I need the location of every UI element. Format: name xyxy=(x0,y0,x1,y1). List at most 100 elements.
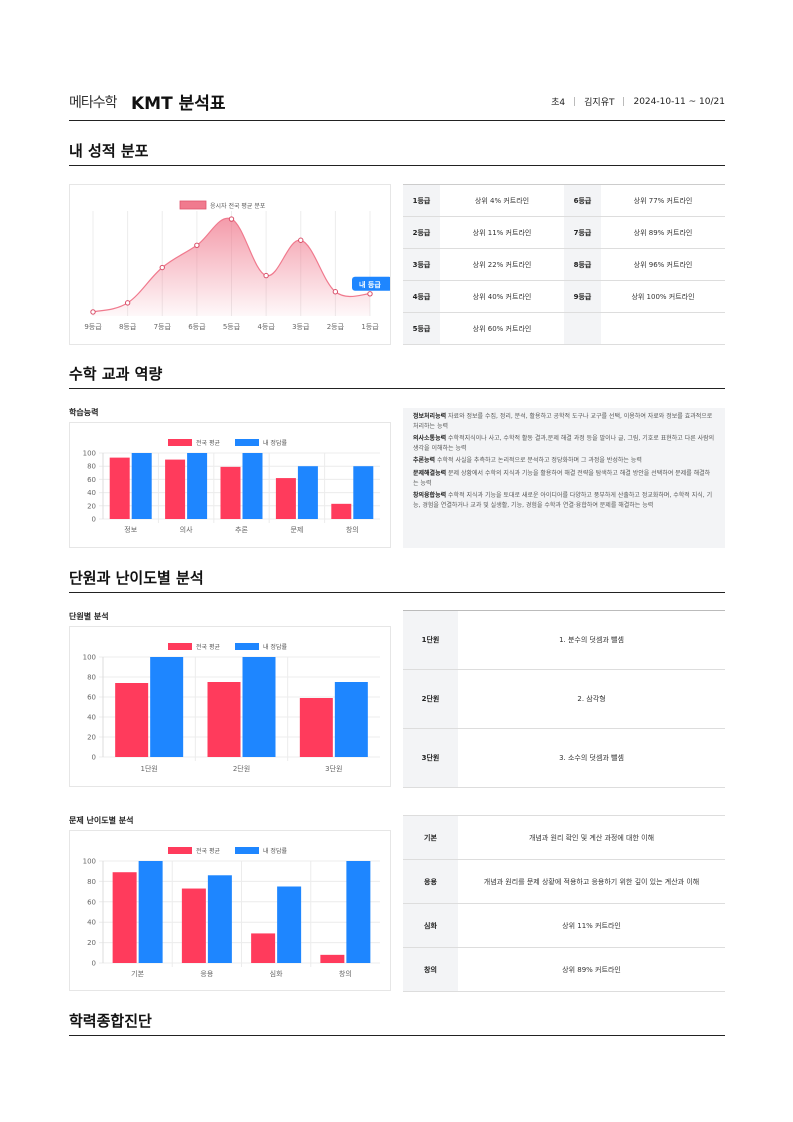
y-tick-label: 0 xyxy=(92,516,96,524)
bar-my-rate xyxy=(242,453,263,519)
report-title: KMT 분석표 xyxy=(131,94,226,114)
data-point xyxy=(263,272,269,279)
y-tick-label: 20 xyxy=(87,734,96,742)
x-tick-label: 7등급 xyxy=(154,323,172,331)
x-tick-label: 창의 xyxy=(339,969,352,978)
legend-label: 응시자 전국 평균 분포 xyxy=(210,202,266,210)
y-tick-label: 100 xyxy=(83,858,96,866)
ability-name: 추론능력 xyxy=(413,457,436,465)
bar-my-rate xyxy=(277,886,302,963)
bar-my-rate xyxy=(334,682,368,757)
report-meta: 초4 김지유T 2024-10-11 ~ 10/21 xyxy=(551,95,725,109)
my-grade-badge xyxy=(352,276,390,291)
subtitle-learning: 학습능력 xyxy=(69,408,99,417)
difficulty-row-label: 기본 xyxy=(403,815,458,860)
legend-label: 전국 평균 xyxy=(196,439,220,447)
difficulty-row-label: 창의 xyxy=(403,947,458,992)
x-tick-label: 3단원 xyxy=(325,764,342,773)
bar-national-avg xyxy=(207,682,241,757)
difficulty-chart: 0 20 40 60 80 100 기본 응용 심화 창의 전국 평균 내 정답률 xyxy=(69,830,391,991)
bar-my-rate xyxy=(138,861,163,963)
bar-national-avg xyxy=(299,698,333,757)
ability-description: 수학적지식이나 사고, 수학적 활동 결과,문제 해결 과정 등을 말이나 글,… xyxy=(413,435,715,452)
difficulty-row: 기본 개념과 원리 확인 및 계산 과정에 대한 이해 xyxy=(403,815,725,860)
x-tick-label: 문제 xyxy=(290,526,303,534)
data-point xyxy=(332,289,339,295)
difficulty-table: 기본 개념과 원리 확인 및 계산 과정에 대한 이해 응용 개념과 원리를 문제 상… xyxy=(403,815,725,992)
meta-divider xyxy=(623,97,625,106)
x-tick-label: 5등급 xyxy=(223,323,241,331)
difficulty-row: 창의 상위 89% 커트라인 xyxy=(403,947,725,992)
y-tick-label: 0 xyxy=(92,960,96,968)
distribution-area xyxy=(93,218,370,316)
x-tick-label: 6등급 xyxy=(188,323,206,331)
ability-item: 추론능력 수학적 사실을 추측하고 논리적으로 분석하고 정당화하며 그 과정을… xyxy=(413,456,715,466)
ability-description: 자료와 정보를 수집, 정리, 분석, 활용하고 공학적 도구나 교구를 선택,… xyxy=(413,413,713,430)
grade-label: 7등급 xyxy=(564,216,601,249)
y-tick-label: 40 xyxy=(87,489,96,497)
unit-chart-svg: 0 20 40 60 80 100 1단원 2단원 3단원 전국 평균 내 정답률 xyxy=(83,643,380,773)
ability-description: 수학적 지식과 기능을 토대로 새로운 아이디어를 다양하고 풍부하게 산출하고… xyxy=(413,492,713,509)
bar-my-rate xyxy=(207,875,232,963)
x-tick-label: 9등급 xyxy=(84,323,102,331)
ability-description: 문제 상황에서 수학의 지식과 기능을 활용하여 해결 전략을 탐색하고 해결 … xyxy=(413,469,711,487)
difficulty-row: 심화 상위 11% 커트라인 xyxy=(403,903,725,948)
my-grade-marker: 내 등급 xyxy=(352,276,390,291)
y-tick-label: 80 xyxy=(87,878,96,886)
ability-name: 창의융합능력 xyxy=(413,492,447,500)
ability-item: 문제해결능력 문제 상황에서 수학의 지식과 기능을 활용하여 해결 전략을 탐… xyxy=(413,469,715,488)
bar-national-avg xyxy=(181,888,206,963)
ability-name: 의사소통능력 xyxy=(413,435,447,443)
y-tick-label: 100 xyxy=(83,450,96,458)
x-tick-label: 1등급 xyxy=(361,323,379,331)
x-tick-label: 의사 xyxy=(180,525,193,534)
grade-cutline: 상위 96% 커트라인 xyxy=(601,248,725,281)
data-point xyxy=(367,291,373,297)
subtitle-difficulty: 문제 난이도별 분석 xyxy=(69,816,134,825)
unit-row-label: 2단원 xyxy=(403,669,458,729)
x-tick-label: 심화 xyxy=(270,969,283,978)
bar-my-rate xyxy=(150,657,184,757)
learning-ability-chart: 0 20 40 60 80 100 정보 의사 추론 문제 창의 전국 평균 내 정답률 xyxy=(69,422,391,548)
grade-cutline: 상위 100% 커트라인 xyxy=(601,280,725,313)
difficulty-row-value: 개념과 원리를 문제 상황에 적용하고 응용하기 위한 깊이 있는 계산과 이해 xyxy=(458,859,725,904)
bar-national-avg xyxy=(251,933,276,963)
y-tick-label: 60 xyxy=(87,898,96,906)
empty-cell xyxy=(564,312,601,345)
legend-swatch xyxy=(168,643,192,650)
unit-row-value: 1. 분수의 덧셈과 뺄셈 xyxy=(458,610,725,670)
bar-my-rate xyxy=(346,861,371,963)
brand-logo-text: 메타수학 xyxy=(69,95,118,111)
distribution-chart-svg: 9등급 8등급 7등급 6등급 5등급 4등급 3등급 2등급 1등급 응시자 전국 평균 분포내… xyxy=(84,200,390,331)
x-tick-label: 정보 xyxy=(124,525,137,534)
difficulty-row-value: 상위 11% 커트라인 xyxy=(458,903,725,948)
grade-label: 2등급 xyxy=(403,216,440,249)
y-tick-label: 0 xyxy=(92,754,96,762)
legend-swatch xyxy=(179,200,207,210)
y-tick-label: 100 xyxy=(83,654,96,662)
grade-row: 2등급 상위 11% 커트라인 7등급 상위 89% 커트라인 xyxy=(403,216,725,249)
data-point xyxy=(159,264,165,271)
bar-national-avg xyxy=(220,466,241,519)
student-grade: 초4 xyxy=(551,98,566,108)
grade-cutline: 상위 77% 커트라인 xyxy=(601,184,725,217)
legend-label: 내 정답률 xyxy=(263,643,287,651)
grade-cutline: 상위 89% 커트라인 xyxy=(601,216,725,249)
bar-my-rate xyxy=(297,466,318,519)
data-point xyxy=(194,242,200,248)
my-grade-label: 내 등급 xyxy=(359,280,381,289)
grade-label: 9등급 xyxy=(564,280,601,313)
y-tick-label: 20 xyxy=(87,502,96,510)
grade-row: 4등급 상위 40% 커트라인 9등급 상위 100% 커트라인 xyxy=(403,280,725,313)
x-tick-label: 3등급 xyxy=(292,323,310,331)
grade-cutline: 상위 4% 커트라인 xyxy=(440,184,564,217)
section-title-competency: 수학 교과 역량 xyxy=(69,358,725,389)
legend-label: 전국 평균 xyxy=(196,643,220,651)
bar-my-rate xyxy=(187,453,208,519)
bar-my-rate xyxy=(353,466,374,519)
empty-cell xyxy=(601,312,725,345)
grade-label: 8등급 xyxy=(564,248,601,281)
x-tick-label: 2단원 xyxy=(233,764,250,773)
section-title-diagnosis: 학력종합진단 xyxy=(69,1005,725,1036)
y-tick-label: 60 xyxy=(87,694,96,702)
